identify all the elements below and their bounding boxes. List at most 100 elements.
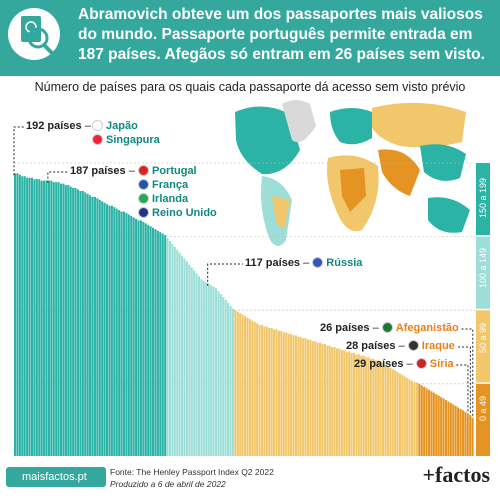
bar <box>55 182 58 457</box>
band-3 <box>476 383 490 456</box>
bar <box>33 179 36 456</box>
bar <box>396 372 399 456</box>
bar <box>159 232 162 456</box>
bar <box>212 286 215 456</box>
bar <box>171 243 174 456</box>
bar <box>152 227 155 456</box>
bar <box>30 177 34 456</box>
bar <box>265 326 268 456</box>
bar <box>45 180 48 456</box>
bar <box>234 310 237 456</box>
country-label: Reino Unido <box>152 207 217 219</box>
bar <box>113 207 116 456</box>
band-1 <box>476 236 490 309</box>
bar <box>415 382 418 456</box>
bar <box>205 282 208 456</box>
bar <box>258 324 261 456</box>
annotation-value: 117 países <box>245 257 301 269</box>
bar <box>379 361 382 456</box>
bar <box>270 327 273 456</box>
bar <box>362 355 365 456</box>
leader-187 <box>47 171 68 183</box>
bar <box>469 414 472 456</box>
bar <box>367 357 370 456</box>
bar <box>79 190 82 457</box>
annotation-29: 29 países – Síria <box>354 358 454 370</box>
website-link[interactable]: maisfactos.pt <box>6 467 106 487</box>
bar <box>389 367 392 456</box>
bar <box>18 174 21 456</box>
bar <box>64 185 67 456</box>
annotation-187: 187 países – <box>70 165 135 177</box>
bar <box>103 202 106 456</box>
portugal-flag-icon <box>138 165 149 176</box>
bar <box>423 386 426 456</box>
bar <box>200 279 203 456</box>
bar <box>343 349 346 456</box>
bar <box>292 335 295 456</box>
france-flag-icon <box>138 179 149 190</box>
bar <box>207 283 210 456</box>
bar <box>311 341 314 456</box>
bar <box>454 405 457 456</box>
bar <box>428 389 431 456</box>
annotation-value: 192 países <box>26 120 82 132</box>
bar <box>23 176 26 456</box>
bar <box>304 338 307 456</box>
bar <box>440 397 443 456</box>
bar <box>328 345 331 456</box>
leader-28 <box>458 346 471 413</box>
bar <box>306 339 310 456</box>
bar <box>372 358 375 456</box>
bar <box>297 336 300 456</box>
bar <box>93 196 96 456</box>
bar <box>253 322 256 456</box>
bar <box>118 210 121 456</box>
bar <box>217 291 220 456</box>
syria-flag-icon <box>415 358 427 369</box>
bar <box>437 395 440 456</box>
bar <box>323 344 326 456</box>
annotation-uk: Reino Unido <box>138 207 217 219</box>
bar <box>442 398 445 456</box>
bar <box>263 326 266 456</box>
bar <box>420 385 423 456</box>
bar <box>176 249 179 456</box>
annotation-ireland: Irlanda <box>138 193 188 205</box>
source-note: Fonte: The Henley Passport Index Q2 2022… <box>110 466 274 490</box>
bar <box>374 360 377 456</box>
bar <box>287 333 290 456</box>
bar <box>120 211 123 456</box>
bar <box>35 179 38 456</box>
bar <box>76 189 80 457</box>
annotation-117: 117 países – Rússia <box>245 257 363 269</box>
bar <box>40 180 43 456</box>
bar <box>173 246 176 456</box>
bar <box>43 180 46 456</box>
japan-flag-icon <box>92 120 103 131</box>
annotation-28: 28 países – Iraque <box>346 340 455 352</box>
bar <box>198 276 201 456</box>
bar <box>239 313 242 456</box>
brand-logo: +factos <box>422 462 490 487</box>
bar <box>222 296 225 456</box>
bar <box>348 351 351 456</box>
bar <box>101 201 104 456</box>
bar <box>418 383 421 456</box>
bar <box>408 379 411 456</box>
bar <box>178 252 181 456</box>
header-banner: Abramovich obteve um dos passaportes mai… <box>0 0 500 76</box>
bar <box>444 400 448 456</box>
bar <box>331 347 334 456</box>
bar <box>336 348 339 456</box>
bar <box>50 180 53 456</box>
bar <box>122 211 126 456</box>
annotation-portugal: Portugal <box>138 165 197 177</box>
band-0 <box>476 163 490 236</box>
bar <box>425 388 428 456</box>
bar <box>74 188 77 456</box>
bar <box>125 213 128 456</box>
bar <box>406 377 409 456</box>
bar <box>219 294 222 456</box>
